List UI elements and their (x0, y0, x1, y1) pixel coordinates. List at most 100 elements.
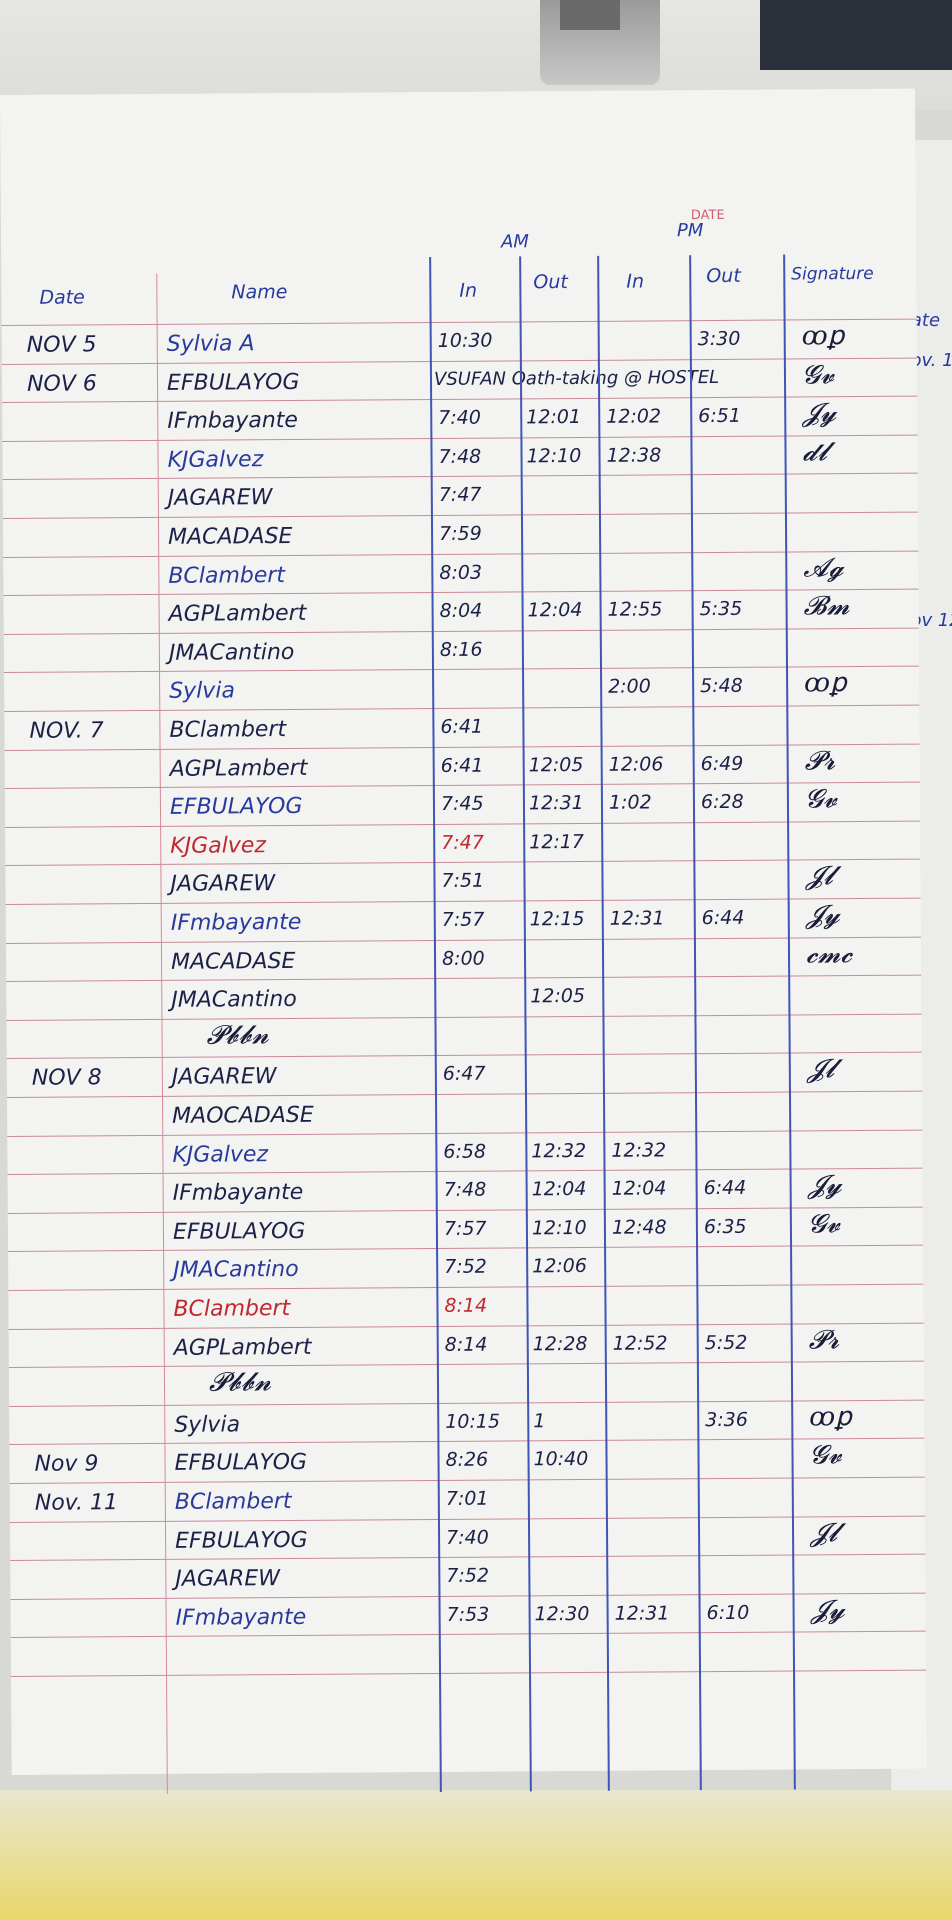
name-cell: AGPLambert (169, 755, 308, 782)
name-cell: MAOCADASE (172, 1102, 314, 1129)
am-in-cell: 6:58 (443, 1140, 487, 1163)
ruled-line (9, 1476, 925, 1484)
ruled-line (8, 1322, 924, 1330)
am-in-cell: 10:15 (445, 1410, 501, 1433)
am-in-cell: 7:57 (443, 1217, 487, 1240)
pm-in-cell: 12:02 (606, 405, 662, 428)
ruled-line (4, 704, 920, 712)
pm-in-cell: 2:00 (608, 675, 651, 699)
name-cell: JAGAREW (170, 871, 276, 898)
name-cell: EFBULAYOG (175, 1527, 308, 1554)
am-in-cell: 7:52 (444, 1256, 487, 1279)
am-out-cell: 12:15 (529, 907, 585, 931)
am-out-cell: 12:01 (526, 406, 582, 429)
am-label: AM (500, 231, 529, 253)
signature-scribble: 𝓭𝓵 (802, 437, 828, 468)
am-in-cell: 8:03 (439, 561, 483, 584)
am-in-cell: 7:48 (438, 445, 482, 468)
ruled-line (6, 1090, 922, 1098)
am-in-cell: 8:04 (439, 599, 483, 623)
dark-object (760, 0, 952, 70)
date-cell: NOV 5 (26, 332, 97, 358)
name-scribble: 𝓟𝓫𝓫𝓷 (206, 1019, 270, 1051)
date-cell: Nov 9 (34, 1451, 99, 1478)
pm-in-cell: 12:31 (609, 907, 665, 930)
logbook-page: AM PM DATE Date Name In Out In Out Signa… (0, 88, 927, 1794)
signature-scribble: 𝓬𝓶𝓬 (805, 938, 853, 969)
column-line (689, 255, 702, 1791)
name-cell: BClambert (169, 717, 287, 743)
ruled-line (10, 1592, 926, 1600)
margin-line (156, 273, 168, 1794)
name-cell: EFBULAYOG (172, 1218, 306, 1245)
signature-scribble: 𝓖𝓿 (807, 1208, 841, 1240)
name-cell: IFmbayante (170, 909, 302, 936)
signature-header: Signature (791, 263, 874, 285)
stapler (540, 0, 660, 85)
am-in-cell: 8:16 (439, 638, 483, 661)
ruled-line (7, 1167, 923, 1176)
oath-taking-note: VSUFAN Oath-taking @ HOSTEL (433, 366, 720, 390)
am-out-cell: 12:10 (526, 444, 582, 468)
am-out-cell: 12:05 (528, 753, 584, 776)
pm-out-cell: 6:44 (701, 906, 745, 930)
am-in-cell: 7:57 (441, 908, 485, 931)
name-cell: AGPLambert (173, 1334, 312, 1361)
am-in-cell: 7:59 (438, 522, 482, 545)
signature-scribble: 𝓖𝓿 (809, 1440, 842, 1471)
pm-out-cell: 6:44 (703, 1177, 747, 1200)
ruled-line (1, 318, 917, 326)
ruled-line (2, 511, 918, 519)
am-in-cell: 7:40 (438, 406, 482, 430)
am-in-cell: 7:47 (438, 484, 482, 507)
pm-out-cell: 6:49 (700, 752, 744, 775)
am-out-cell: 10:40 (533, 1448, 589, 1471)
pm-in-cell: 12:52 (612, 1331, 668, 1355)
ruled-line (8, 1283, 924, 1291)
signature-scribble: 𝓙𝔂 (802, 398, 837, 429)
signature-scribble: ꝏꝑ (804, 668, 847, 699)
name-header: Name (231, 280, 288, 304)
date-cell: Nov. 11 (34, 1490, 119, 1516)
am-out-header: Out (533, 271, 568, 294)
ruled-line (2, 472, 918, 481)
name-cell: JMACantino (173, 1257, 299, 1284)
signature-scribble: 𝓙𝔂 (807, 1170, 842, 1201)
am-in-cell: 8:14 (444, 1333, 488, 1356)
am-out-cell: 12:06 (532, 1255, 588, 1278)
am-out-cell: 12:30 (534, 1602, 590, 1626)
ruled-line (4, 665, 920, 674)
ruled-line (7, 1129, 923, 1137)
pm-out-cell: 5:48 (700, 675, 743, 698)
am-in-cell: 7:45 (440, 792, 484, 816)
name-cell: BClambert (168, 562, 286, 589)
am-in-cell: 7:53 (446, 1603, 490, 1626)
am-out-cell: 12:10 (531, 1216, 587, 1240)
ruled-line (5, 858, 921, 867)
name-cell: JAGAREW (171, 1064, 277, 1091)
signature-scribble: 𝓟𝓻 (804, 745, 836, 776)
am-out-cell: 12:05 (530, 985, 586, 1008)
name-cell: MACADASE (170, 948, 296, 975)
date-header: Date (39, 286, 85, 309)
yellow-paper (0, 1790, 952, 1920)
pm-out-cell: 6:35 (703, 1215, 747, 1238)
pm-out-cell: 5:35 (699, 598, 743, 621)
pm-out-cell: 6:10 (706, 1601, 750, 1624)
column-line (597, 255, 610, 1791)
pm-in-cell: 12:06 (608, 752, 664, 776)
am-in-cell: 6:41 (440, 754, 484, 777)
am-in-cell: 8:14 (444, 1294, 488, 1317)
ruled-line (11, 1669, 927, 1677)
signature-scribble: 𝓙𝔂 (810, 1594, 845, 1626)
am-out-cell: 12:17 (529, 830, 585, 854)
pm-label: PM (676, 220, 704, 242)
ruled-line (3, 627, 919, 635)
ruled-line (10, 1553, 926, 1562)
name-cell: IFmbayante (172, 1180, 304, 1207)
ruled-line (1, 357, 917, 365)
date-cell: NOV. 7 (29, 718, 104, 744)
name-cell: EFBULAYOG (169, 794, 303, 821)
ruled-line (4, 743, 920, 751)
am-out-cell: 12:32 (531, 1139, 587, 1162)
